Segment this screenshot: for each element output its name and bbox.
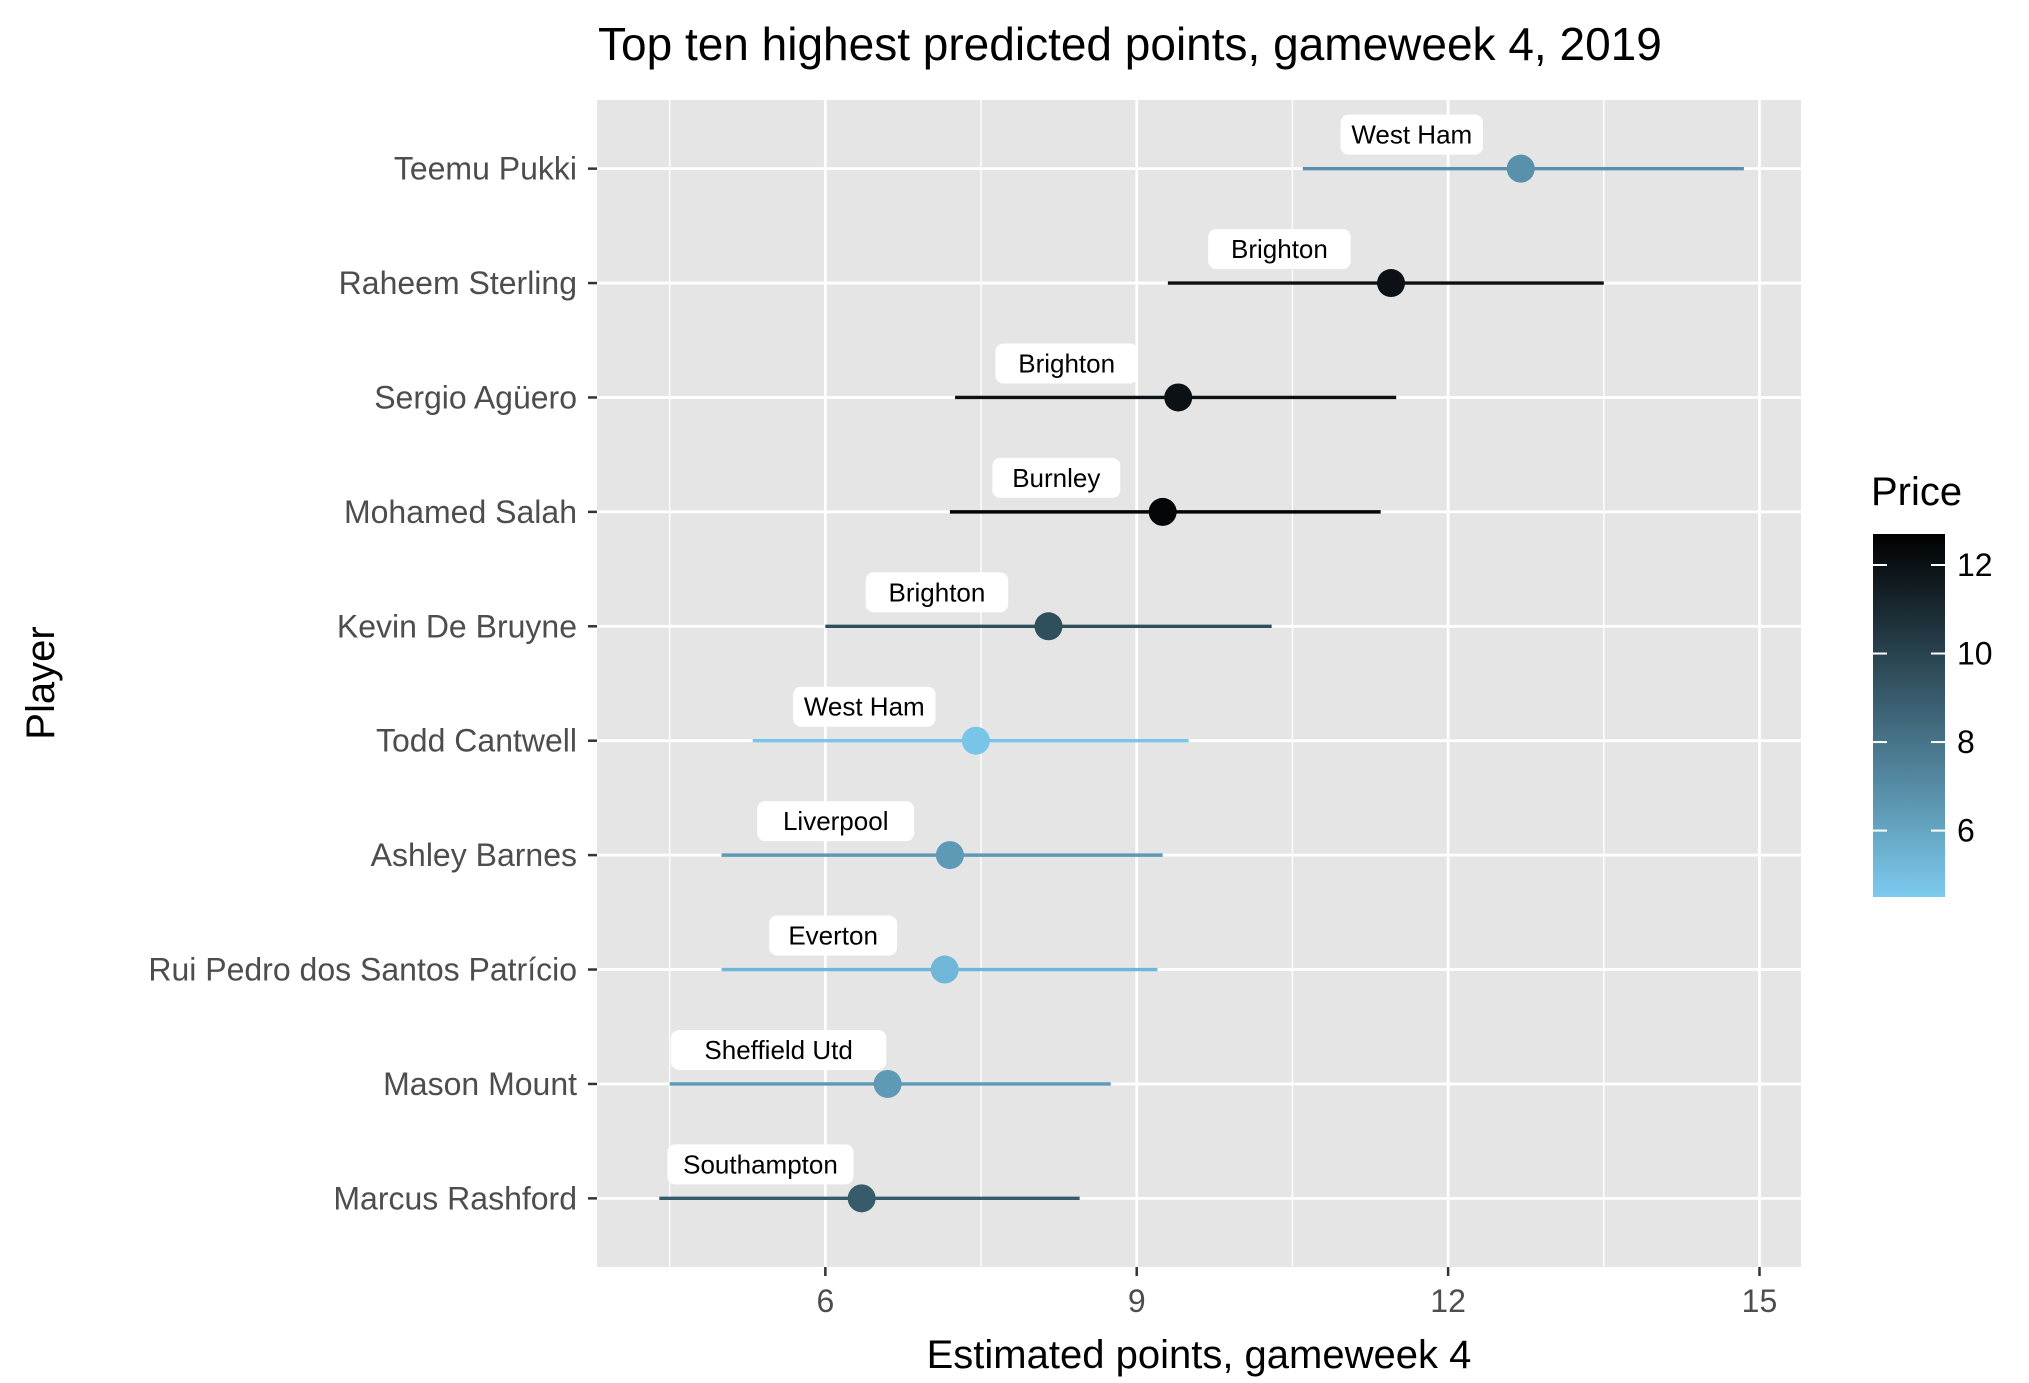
y-tick-label: Rui Pedro dos Santos Patrício: [148, 952, 577, 988]
opponent-label: Sheffield Utd: [704, 1035, 852, 1065]
opponent-label-box: [667, 1144, 854, 1185]
y-tick-label: Marcus Rashford: [333, 1180, 577, 1216]
legend-colorbar: [1873, 534, 1945, 897]
opponent-label: Brighton: [889, 577, 986, 607]
x-axis: 6 9 12 15: [816, 1267, 1777, 1319]
opponent-label-box: [757, 801, 915, 842]
y-tick-label: Mohamed Salah: [344, 494, 577, 530]
opponent-label-box: [992, 457, 1121, 498]
opponent-label: West Ham: [804, 692, 925, 722]
legend-tick-label: 6: [1957, 813, 1975, 849]
estimate-point: [847, 1184, 876, 1213]
grid-minor: [668, 100, 1605, 1267]
y-tick-label: Todd Cantwell: [376, 723, 577, 759]
y-axis: Teemu Pukki Raheem Sterling Sergio Agüero M…: [148, 151, 597, 1216]
opponent-label: Brighton: [1231, 234, 1328, 264]
opponent-label-box: [865, 572, 1009, 613]
series-layer: West Ham Brighton Brighton Burnley Brighton W…: [659, 114, 1744, 1213]
estimate-point: [873, 1069, 902, 1098]
y-tick-label: Raheem Sterling: [339, 265, 577, 301]
legend-tick-label: 12: [1957, 547, 1993, 583]
x-tick-label: 15: [1742, 1283, 1778, 1319]
y-tick-label: Ashley Barnes: [371, 837, 577, 873]
legend-title: Price: [1871, 470, 1962, 514]
opponent-label: Burnley: [1012, 463, 1100, 493]
opponent-label: Southampton: [683, 1149, 838, 1179]
opponent-label: Brighton: [1018, 348, 1115, 378]
y-tick-label: Kevin De Bruyne: [337, 608, 577, 644]
x-tick-label: 6: [816, 1283, 834, 1319]
estimate-point: [1377, 269, 1406, 298]
opponent-label-box: [995, 343, 1138, 384]
x-tick-label: 9: [1128, 1283, 1146, 1319]
estimate-point: [1148, 497, 1177, 526]
estimate-point: [930, 955, 959, 984]
opponent-label-box: [793, 686, 936, 727]
x-axis-label: Estimated points, gameweek 4: [927, 1333, 1472, 1377]
estimate-point: [935, 841, 964, 870]
opponent-label: Everton: [788, 921, 878, 951]
opponent-label: West Ham: [1351, 120, 1472, 150]
y-axis-label: Player: [19, 626, 63, 739]
chart-title: Top ten highest predicted points, gamewe…: [598, 18, 1662, 70]
legend: Price 6 8 10 12: [1871, 470, 1993, 897]
estimate-point: [1034, 612, 1063, 641]
y-tick-label: Mason Mount: [383, 1066, 577, 1102]
opponent-label-box: [670, 1029, 887, 1070]
legend-tick-label: 10: [1957, 636, 1993, 672]
estimate-point: [961, 726, 990, 755]
opponent-label-box: [1208, 229, 1351, 270]
x-tick-label: 12: [1430, 1283, 1466, 1319]
y-tick-label: Sergio Agüero: [374, 379, 577, 415]
estimate-point: [1506, 154, 1535, 183]
opponent-label-box: [769, 915, 898, 956]
legend-tick-label: 8: [1957, 724, 1975, 760]
opponent-label: Liverpool: [783, 806, 889, 836]
legend-ticks: 6 8 10 12: [1873, 547, 1993, 849]
opponent-label-box: [1340, 114, 1484, 155]
estimate-point: [1164, 383, 1193, 412]
y-tick-label: Teemu Pukki: [394, 151, 577, 187]
plot-panel: [597, 100, 1801, 1267]
